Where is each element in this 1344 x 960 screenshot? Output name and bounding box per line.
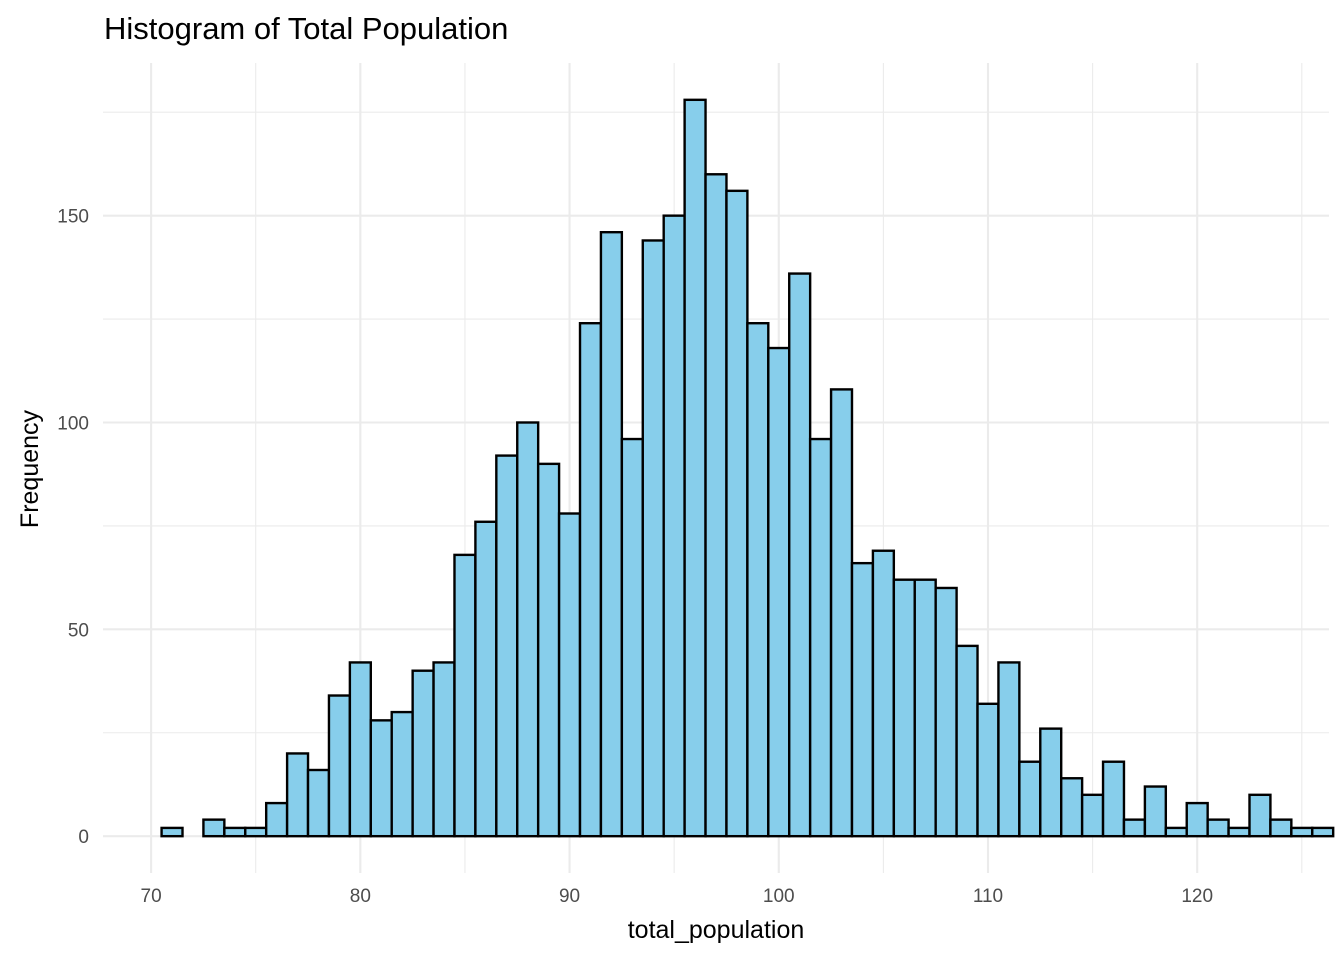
- histogram-bar: [1101, 760, 1126, 838]
- histogram-bar: [641, 239, 665, 838]
- histogram-bar: [327, 694, 352, 838]
- histogram-bar: [453, 553, 477, 838]
- histogram-bar: [348, 661, 372, 838]
- y-tick-label: 50: [68, 620, 89, 641]
- y-axis-tick-labels: 0 50 100 150: [57, 207, 89, 849]
- histogram-bar: [1018, 760, 1042, 838]
- histogram-bar: [871, 549, 896, 838]
- histogram-bar: [829, 388, 854, 838]
- histogram-bar: [997, 661, 1021, 838]
- histogram-bar: [725, 189, 749, 838]
- histogram-bar: [160, 826, 184, 838]
- histogram-bar: [474, 520, 498, 838]
- x-tick-label: 80: [350, 886, 371, 907]
- histogram-bar: [976, 702, 1000, 838]
- x-tick-label: 90: [559, 886, 580, 907]
- histogram-bar: [955, 644, 979, 838]
- histogram-bar: [1206, 818, 1230, 838]
- histogram-bar: [557, 512, 582, 838]
- histogram-bar: [1290, 826, 1314, 838]
- histogram-bar: [536, 462, 561, 838]
- histogram-bar: [369, 719, 393, 838]
- histogram-bar: [516, 421, 540, 838]
- histogram-bar: [788, 272, 812, 838]
- x-tick-label: 70: [141, 886, 162, 907]
- histogram-bar: [662, 214, 686, 838]
- histogram-bar: [390, 710, 414, 838]
- histogram-bars: [160, 98, 1335, 838]
- histogram-bar: [620, 437, 644, 838]
- histogram-bar: [913, 578, 937, 838]
- y-tick-label: 150: [57, 207, 89, 228]
- histogram-bar: [1269, 818, 1293, 838]
- y-tick-label: 100: [57, 413, 89, 434]
- histogram-bar: [578, 322, 603, 838]
- x-axis-title: total_population: [628, 916, 805, 944]
- histogram-bar: [746, 322, 770, 838]
- x-tick-label: 110: [973, 886, 1003, 907]
- histogram-bar: [767, 346, 791, 838]
- histogram-bar: [1143, 785, 1168, 838]
- histogram-bar: [1122, 818, 1147, 838]
- histogram-bar: [808, 437, 833, 838]
- histogram-bar: [683, 98, 707, 838]
- x-axis-tick-labels: 70 80 90 100 110 120: [141, 886, 1213, 907]
- chart-title: Histogram of Total Population: [104, 11, 508, 46]
- histogram-bar: [202, 818, 226, 838]
- histogram-bar: [850, 561, 875, 838]
- histogram-bar: [264, 801, 289, 838]
- histogram-bar: [244, 826, 268, 838]
- histogram-bar: [285, 752, 310, 838]
- histogram-bar: [223, 826, 247, 838]
- histogram-bar: [432, 661, 456, 838]
- histogram-bar: [892, 578, 916, 838]
- y-axis-title: Frequency: [16, 409, 44, 528]
- histogram-bar: [1311, 826, 1335, 838]
- histogram-bar: [306, 768, 331, 838]
- histogram-bar: [599, 230, 624, 838]
- histogram-bar: [1185, 801, 1209, 838]
- x-tick-label: 100: [763, 886, 795, 907]
- histogram-bar: [1080, 793, 1105, 838]
- histogram-bar: [1248, 793, 1272, 838]
- histogram-bar: [495, 454, 519, 838]
- histogram-bar: [1039, 727, 1063, 838]
- histogram-bar: [704, 173, 728, 838]
- histogram-bar: [934, 586, 958, 838]
- histogram-bar: [1164, 826, 1188, 838]
- histogram-bar: [1227, 826, 1251, 838]
- x-tick-label: 120: [1181, 886, 1213, 907]
- histogram-bar: [1060, 777, 1084, 838]
- y-tick-label: 0: [78, 827, 89, 848]
- histogram-bar: [411, 669, 435, 838]
